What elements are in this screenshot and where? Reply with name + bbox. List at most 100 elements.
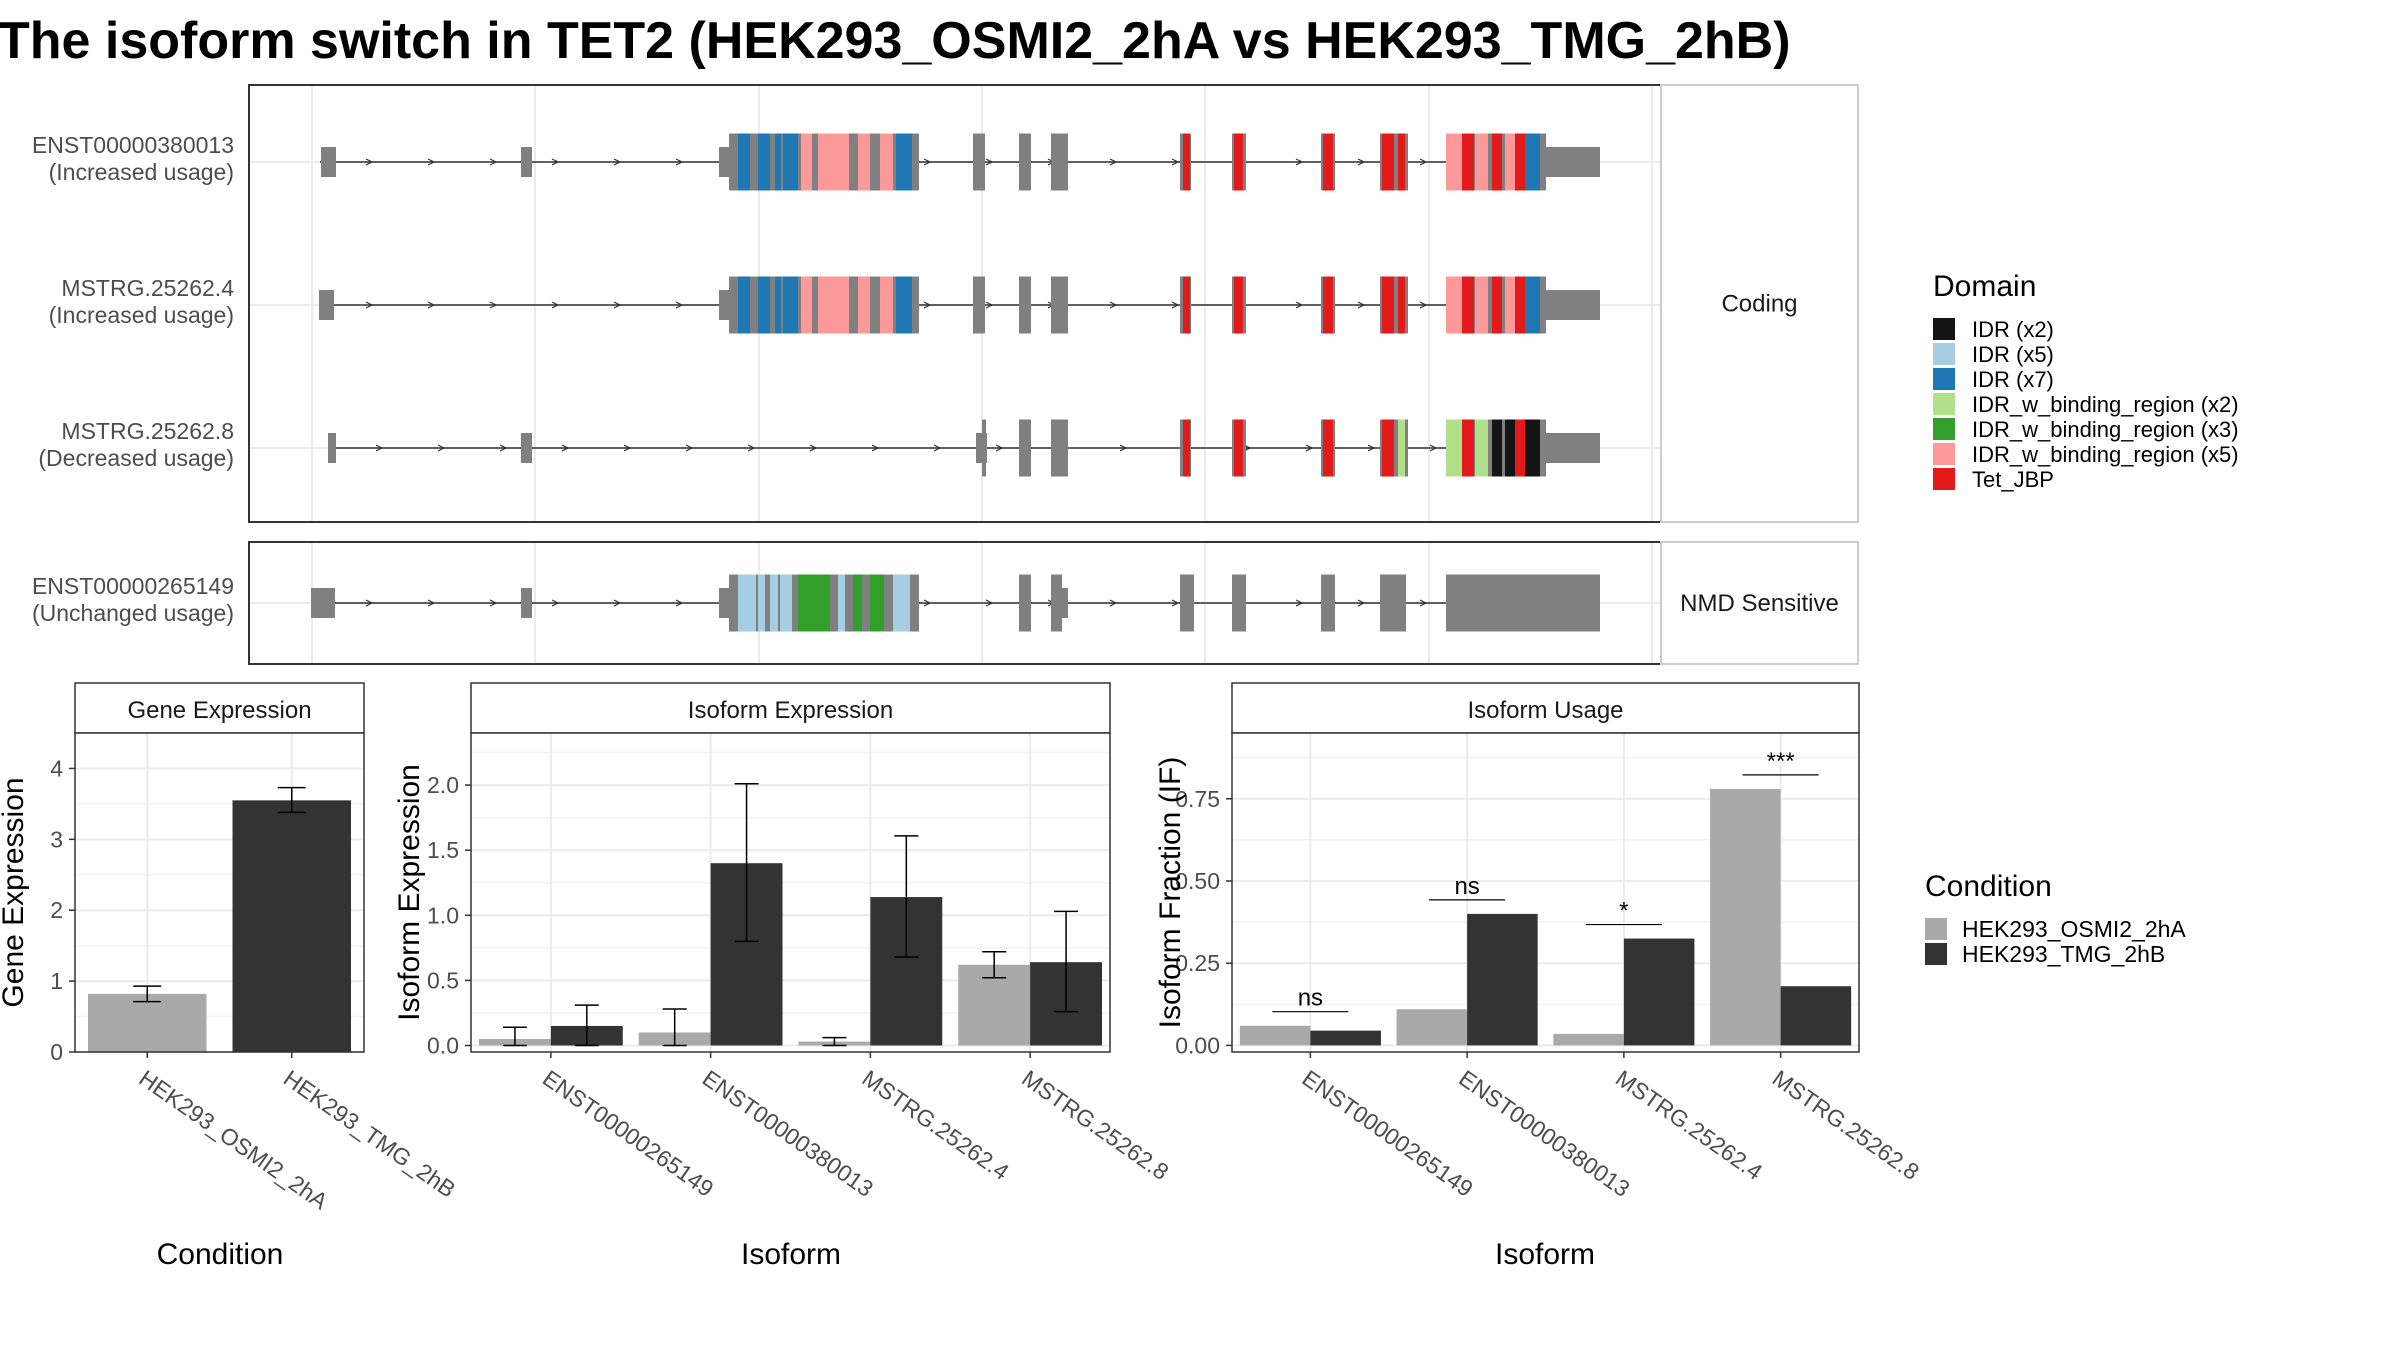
isoform-label: MSTRG.25262.8 bbox=[61, 418, 234, 444]
usage-label: (Increased usage) bbox=[49, 302, 234, 328]
bar-panel-2: Isoform Usage0.000.250.500.75nsns****ENS… bbox=[1154, 682, 1924, 1271]
exon bbox=[1546, 290, 1600, 320]
isoform-label: ENST00000265149 bbox=[32, 573, 234, 599]
domain-segment bbox=[1183, 276, 1190, 334]
bar bbox=[1780, 986, 1852, 1046]
structure-facet-coding: Coding bbox=[248, 84, 1859, 523]
direction-arrow-icon bbox=[551, 158, 560, 166]
panel-strip-label: Isoform Usage bbox=[1467, 697, 1623, 724]
legend-key bbox=[1925, 918, 1947, 940]
domain-segment bbox=[775, 276, 781, 334]
domain-segment bbox=[1475, 133, 1488, 191]
direction-arrow-icon bbox=[365, 158, 374, 166]
domain-segment bbox=[1475, 276, 1488, 334]
direction-arrow-icon bbox=[489, 301, 498, 309]
legend-key bbox=[1925, 943, 1947, 965]
legend-key bbox=[1933, 368, 1955, 390]
direction-arrow-icon bbox=[985, 599, 994, 607]
domain-segment bbox=[1382, 276, 1394, 334]
x-axis-title: Condition bbox=[157, 1238, 284, 1271]
bar bbox=[1310, 1030, 1381, 1046]
direction-arrow-icon bbox=[1295, 158, 1304, 166]
domain-segment bbox=[738, 574, 745, 632]
direction-arrow-icon bbox=[1109, 301, 1118, 309]
direction-arrow-icon bbox=[551, 599, 560, 607]
domain-segment bbox=[1398, 276, 1405, 334]
direction-arrow-icon bbox=[933, 444, 942, 452]
x-tick-label: ENST00000265149 bbox=[538, 1065, 718, 1202]
direction-arrow-icon bbox=[1119, 444, 1128, 452]
expression-bar-charts: Gene Expression01234HEK293_OSMI2_2hAHEK2… bbox=[0, 682, 1924, 1271]
direction-arrow-icon bbox=[809, 444, 818, 452]
direction-arrow-icon bbox=[427, 158, 436, 166]
domain-segment bbox=[896, 276, 912, 334]
domain-segment bbox=[783, 276, 798, 334]
exon bbox=[319, 290, 334, 320]
y-tick-label: 1.5 bbox=[427, 837, 459, 863]
legend-label: IDR (x7) bbox=[1972, 367, 2054, 392]
domain-segment bbox=[1398, 133, 1405, 191]
domain-segment bbox=[1462, 133, 1474, 191]
domain-segment bbox=[775, 133, 781, 191]
direction-arrow-icon bbox=[685, 444, 694, 452]
domain-segment bbox=[853, 574, 862, 632]
domain-segment bbox=[1462, 419, 1474, 477]
legend-key bbox=[1933, 343, 1955, 365]
x-tick-label: ENST00000265149 bbox=[1298, 1065, 1478, 1202]
direction-arrow-icon bbox=[1305, 444, 1314, 452]
domain-segment bbox=[1446, 133, 1462, 191]
bar bbox=[1396, 1009, 1468, 1046]
legend-label: IDR_w_binding_region (x3) bbox=[1972, 417, 2239, 442]
domain-segment bbox=[1382, 133, 1394, 191]
usage-label: (Increased usage) bbox=[49, 159, 234, 185]
direction-arrow-icon bbox=[1357, 599, 1366, 607]
structure-facet-nmd: NMD Sensitive bbox=[248, 541, 1859, 665]
direction-arrow-icon bbox=[1295, 301, 1304, 309]
direction-arrow-icon bbox=[1357, 158, 1366, 166]
x-axis-title: Isoform bbox=[741, 1238, 841, 1271]
legend-key bbox=[1933, 443, 1955, 465]
domain-segment bbox=[1492, 276, 1502, 334]
direction-arrow-icon bbox=[375, 444, 384, 452]
domain-segment bbox=[880, 276, 893, 334]
legend-key bbox=[1933, 468, 1955, 490]
exon bbox=[1019, 419, 1031, 477]
direction-arrow-icon bbox=[551, 301, 560, 309]
domain-segment bbox=[1525, 276, 1540, 334]
x-tick-label: ENST00000380013 bbox=[698, 1065, 878, 1202]
exon bbox=[328, 433, 336, 463]
domain-segment bbox=[858, 133, 870, 191]
direction-arrow-icon bbox=[1295, 599, 1304, 607]
significance-label: ns bbox=[1454, 873, 1479, 900]
direction-arrow-icon bbox=[1171, 158, 1180, 166]
legend-label: IDR (x2) bbox=[1972, 317, 2054, 342]
direction-arrow-icon bbox=[427, 599, 436, 607]
isoform-label: ENST00000380013 bbox=[32, 132, 234, 158]
direction-arrow-icon bbox=[995, 444, 1004, 452]
usage-label: (Unchanged usage) bbox=[32, 600, 234, 626]
exon bbox=[321, 147, 336, 177]
exon bbox=[1019, 574, 1031, 632]
exon bbox=[1051, 419, 1068, 477]
domain-segment bbox=[1234, 419, 1243, 477]
direction-arrow-icon bbox=[923, 158, 932, 166]
domain-segment bbox=[783, 133, 798, 191]
x-tick-label: ENST00000380013 bbox=[1454, 1065, 1634, 1202]
domain-segment bbox=[1398, 419, 1405, 477]
y-tick-label: 0.50 bbox=[1175, 868, 1220, 894]
domain-segment bbox=[738, 133, 743, 191]
direction-arrow-icon bbox=[1419, 599, 1428, 607]
bar-panel-1: Isoform Expression0.00.51.01.52.0ENST000… bbox=[393, 682, 1174, 1271]
domain-segment bbox=[801, 133, 812, 191]
domain-segment bbox=[870, 574, 884, 632]
direction-arrow-icon bbox=[747, 444, 756, 452]
legend-key bbox=[1933, 318, 1955, 340]
transcript-MSTRG.25262.8 bbox=[328, 419, 1600, 477]
domain-segment bbox=[1492, 133, 1502, 191]
domain-segment bbox=[818, 133, 849, 191]
legend-key bbox=[1933, 393, 1955, 415]
y-axis-title: Isoform Fraction (IF) bbox=[1154, 757, 1187, 1029]
exon bbox=[311, 588, 335, 618]
